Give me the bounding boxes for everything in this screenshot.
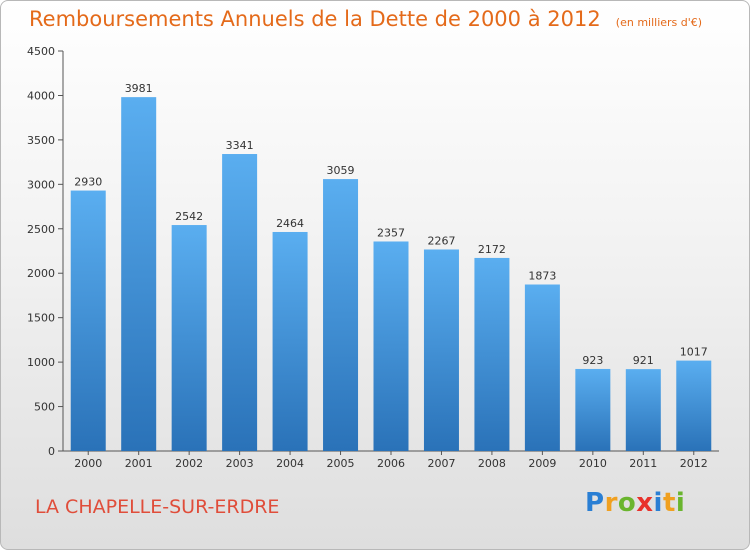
bar-2001 xyxy=(121,97,157,451)
y-tick-label: 3000 xyxy=(27,178,55,191)
x-tick-label: 2000 xyxy=(74,457,102,470)
logo-letter: i xyxy=(675,488,686,518)
bar-2003 xyxy=(222,154,258,451)
data-label-2009: 1873 xyxy=(528,270,556,283)
logo-letter: o xyxy=(617,488,637,518)
x-tick-label: 2001 xyxy=(125,457,153,470)
bar-2002 xyxy=(171,225,207,451)
bar-2009 xyxy=(524,284,560,451)
data-label-2011: 921 xyxy=(633,354,654,367)
x-tick-label: 2010 xyxy=(579,457,607,470)
data-label-2012: 1017 xyxy=(680,346,708,359)
chart-title: Remboursements Annuels de la Dette de 20… xyxy=(29,7,601,31)
data-label-2007: 2267 xyxy=(427,234,455,247)
axes: 0 500 1000 1500 2000 2500 3000 3500 4000 4500 2000… xyxy=(27,45,719,470)
bar-2011 xyxy=(625,369,661,451)
data-label-2002: 2542 xyxy=(175,210,203,223)
data-label-2006: 2357 xyxy=(377,226,405,239)
bar-2005 xyxy=(323,179,359,452)
x-tick-label: 2011 xyxy=(629,457,657,470)
data-label-2010: 923 xyxy=(582,354,603,367)
logo-letter: r xyxy=(604,488,618,518)
y-tick-label: 1500 xyxy=(27,312,55,325)
data-label-2001: 3981 xyxy=(125,82,153,95)
data-labels: 2930 3981 2542 3341 2464 3059 2357 2267 2172 1873… xyxy=(74,82,708,367)
bar-2008 xyxy=(474,257,510,451)
y-tick-label: 1000 xyxy=(27,356,55,369)
y-tick-label: 500 xyxy=(34,401,55,414)
y-tick-label: 2500 xyxy=(27,223,55,236)
data-label-2000: 2930 xyxy=(74,176,102,189)
chart-unit: (en milliers d'€) xyxy=(615,16,703,29)
x-tick-label: 2002 xyxy=(175,457,203,470)
x-tick-label: 2008 xyxy=(478,457,506,470)
data-label-2008: 2172 xyxy=(478,243,506,256)
y-tick-label: 3500 xyxy=(27,134,55,147)
y-tick-label: 2000 xyxy=(27,267,55,280)
data-label-2004: 2464 xyxy=(276,217,304,230)
bars xyxy=(70,97,712,452)
bar-2012 xyxy=(676,360,712,451)
x-tick-label: 2004 xyxy=(276,457,304,470)
data-label-2003: 3341 xyxy=(226,139,254,152)
title-row: Remboursements Annuels de la Dette de 20… xyxy=(29,7,702,31)
x-tick-label: 2005 xyxy=(327,457,355,470)
bar-2006 xyxy=(373,241,409,451)
data-label-2005: 3059 xyxy=(327,164,355,177)
logo-letter: t xyxy=(662,488,676,518)
proxiti-logo: Proxiti xyxy=(585,488,685,518)
bar-2004 xyxy=(272,231,308,451)
bar-2000 xyxy=(70,190,106,452)
x-tick-label: 2012 xyxy=(680,457,708,470)
x-tick-label: 2007 xyxy=(427,457,455,470)
x-tick-label: 2006 xyxy=(377,457,405,470)
commune-name: LA CHAPELLE-SUR-ERDRE xyxy=(35,496,280,518)
logo-letter: x xyxy=(636,488,654,518)
bar-2007 xyxy=(423,249,459,451)
x-tick-label: 2003 xyxy=(226,457,254,470)
y-tick-label: 0 xyxy=(48,445,55,458)
logo-letter: i xyxy=(653,488,663,518)
bar-2010 xyxy=(575,368,611,451)
logo-letter: P xyxy=(585,488,605,518)
y-tick-label: 4500 xyxy=(27,45,55,58)
y-tick-label: 4000 xyxy=(27,89,55,102)
x-tick-label: 2009 xyxy=(528,457,556,470)
